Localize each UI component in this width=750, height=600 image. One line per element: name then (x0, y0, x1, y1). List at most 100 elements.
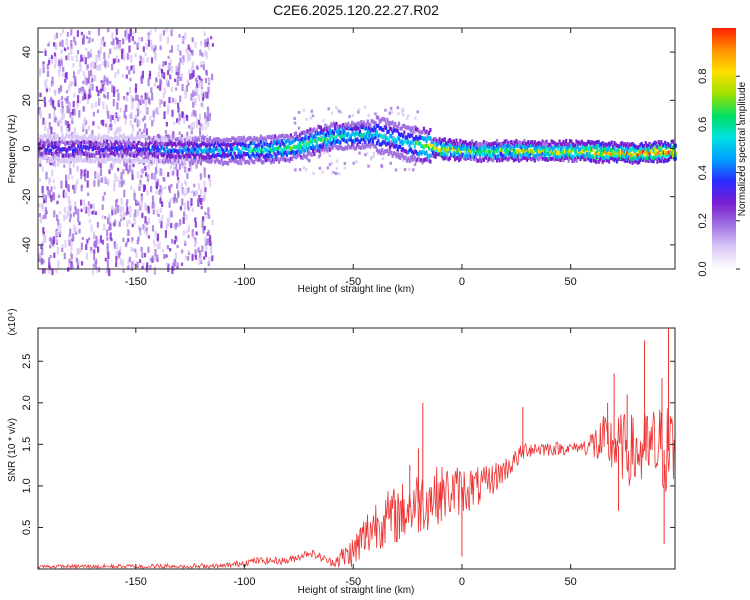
spectrogram-cell (194, 110, 197, 118)
spectrogram-cell (443, 143, 446, 148)
spectrogram-cell (300, 137, 303, 142)
spectrogram-cell (301, 136, 304, 141)
spectrogram-cell (98, 146, 101, 150)
spectrogram-cell (544, 149, 547, 154)
spectrogram-cell (115, 199, 118, 208)
spectrogram-cell (476, 158, 479, 163)
spectrogram-cell (437, 140, 440, 145)
spectrogram-cell (467, 142, 470, 147)
spectrogram-cell (306, 157, 309, 161)
spectrogram-cell (270, 140, 273, 145)
spectrogram-cell (355, 137, 358, 142)
spectrogram-cell (141, 212, 144, 218)
spectrogram-cell (580, 155, 583, 160)
spectrogram-cell (52, 179, 55, 184)
spectrogram-cell (223, 150, 226, 155)
spectrogram-cell (148, 157, 152, 162)
spectrogram-cell (571, 142, 574, 146)
spectrogram-cell (186, 200, 190, 209)
spectrogram-cell (80, 31, 83, 36)
spectrogram-cell (460, 142, 463, 147)
spectrogram-cell (129, 141, 132, 146)
spectrogram-cell (124, 147, 127, 152)
spectrogram-cell (56, 200, 59, 205)
spectrogram-cell (67, 175, 70, 181)
spectrogram-cell (259, 149, 262, 153)
spectrogram-cell (258, 146, 261, 151)
spectrogram-cell (313, 134, 316, 139)
spectrogram-cell (649, 148, 652, 153)
spectrogram-cell (606, 147, 609, 152)
spectrogram-cell (322, 131, 325, 136)
spectrogram-cell (542, 153, 545, 158)
spectrogram-cell (250, 158, 253, 163)
spectrogram-cell (118, 115, 121, 119)
spectrogram-cell (212, 157, 215, 162)
spectrogram-cell (165, 157, 168, 162)
spectrogram-cell (94, 146, 97, 151)
spectrogram-cell (86, 64, 89, 69)
spectrogram-xtick-label: 0 (459, 276, 465, 288)
spectrogram-cell (289, 140, 292, 145)
spectrogram-cell (584, 154, 587, 159)
spectrogram-cell (88, 153, 92, 158)
spectrogram-cell (537, 144, 540, 149)
spectrogram-cell (328, 128, 332, 133)
spectrogram-cell (112, 38, 115, 46)
spectrogram-cell (382, 128, 385, 132)
spectrogram-cell (335, 105, 338, 109)
spectrogram-cell (305, 129, 308, 134)
spectrogram-cell (167, 64, 170, 69)
spectrogram-cell (313, 146, 316, 151)
spectrogram-cell (57, 155, 60, 159)
spectrogram-cell (298, 149, 302, 154)
spectrogram-cell (187, 252, 191, 256)
spectrogram-cell (205, 51, 208, 59)
spectrogram-cell (111, 156, 114, 161)
spectrogram-cell (45, 155, 48, 160)
spectrogram-cell (164, 186, 167, 190)
spectrogram-cell (270, 148, 273, 153)
spectrogram-cell (327, 126, 330, 131)
spectrogram-cell (59, 85, 62, 92)
spectrogram-cell (511, 156, 514, 161)
spectrogram-cell (364, 134, 367, 139)
spectrogram-cell (102, 195, 105, 201)
spectrogram-cell (49, 244, 52, 249)
spectrogram-cell (56, 246, 59, 255)
spectrogram-cell (561, 144, 564, 149)
spectrogram-cell (626, 142, 629, 146)
spectrogram-cell (168, 148, 171, 153)
spectrogram-cell (51, 76, 54, 84)
spectrogram-cell (90, 69, 93, 77)
spectrogram-cell (118, 41, 121, 46)
spectrogram-cell (557, 146, 560, 151)
spectrogram-cell (161, 153, 165, 158)
spectrogram-cell (644, 156, 647, 161)
spectrogram-cell (370, 119, 373, 124)
spectrogram-cell (297, 135, 300, 140)
spectrogram-cell (130, 247, 133, 252)
spectrogram-cell (268, 142, 272, 147)
spectrogram-cell (609, 155, 612, 160)
spectrogram-cell (304, 139, 307, 144)
spectrogram-cell (356, 142, 359, 147)
spectrogram-cell (137, 156, 140, 160)
spectrogram-cell (115, 135, 118, 140)
spectrogram-cell (238, 138, 242, 143)
spectrogram-cell (236, 146, 239, 151)
spectrogram-cell (439, 148, 442, 152)
spectrogram-cell (572, 158, 575, 163)
spectrogram-cell (617, 144, 620, 149)
snr-ticks: -150 -100 -50 0 500.51.01.52.02.5 (21, 328, 675, 588)
spectrogram-cell (414, 116, 417, 120)
spectrogram-cell (454, 157, 457, 162)
spectrogram-cell (411, 133, 414, 138)
spectrogram-cell (110, 163, 113, 168)
spectrogram-cell (343, 124, 346, 129)
spectrogram-cell (610, 147, 613, 152)
spectrogram-cell (463, 143, 466, 148)
spectrogram-cell (461, 144, 465, 149)
spectrogram-cell (618, 144, 621, 149)
spectrogram-cell (322, 128, 325, 133)
